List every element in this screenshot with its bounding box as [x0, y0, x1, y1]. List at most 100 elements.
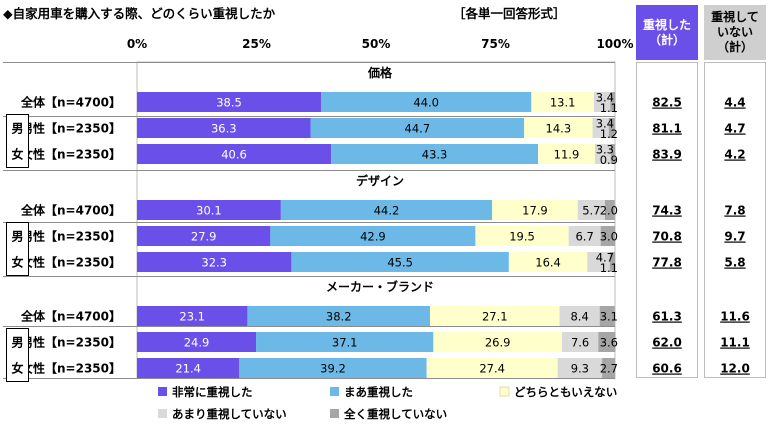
bar-segment: [568, 226, 601, 246]
bar-segment: [137, 200, 281, 220]
legend-swatch: [158, 409, 167, 418]
chart-title: ◆自家用車を購入する際、どのくらい重視したか: [3, 6, 276, 21]
legend-swatch: [330, 387, 339, 396]
important-total-value: 62.0: [652, 336, 682, 350]
data-label: 2.0: [600, 204, 618, 218]
data-label: 38.5: [216, 96, 242, 110]
important-total-value: 83.9: [652, 148, 682, 162]
row-label: 全体【n=4700】: [20, 203, 121, 218]
row-label: 女性【n=2350】: [21, 147, 121, 162]
gender-group-label: 男: [11, 230, 23, 244]
bar-segment: [270, 226, 476, 246]
bar-segment: [247, 306, 431, 326]
bar-segment: [559, 306, 600, 326]
not-important-total-value: 5.8: [724, 256, 745, 270]
row-label: 全体【n=4700】: [20, 309, 121, 324]
data-label: 44.0: [413, 96, 439, 110]
legend-label: まあ重視した: [344, 385, 413, 399]
bar-segment: [599, 306, 615, 326]
x-tick-label: 0%: [127, 37, 147, 51]
data-label: 7.6: [571, 336, 589, 350]
data-label: 27.4: [479, 362, 505, 376]
data-label: 16.4: [535, 256, 561, 270]
bar-segment: [492, 200, 578, 220]
bar-segment: [137, 306, 248, 326]
row-label: 女性【n=2350】: [21, 361, 121, 376]
important-total-value: 82.5: [652, 96, 682, 110]
data-label: 39.2: [320, 362, 346, 376]
bar-segment: [430, 306, 560, 326]
data-label: 19.5: [509, 230, 535, 244]
important-total-header: 重視した （計）: [636, 5, 698, 60]
legend-swatch: [499, 386, 510, 397]
bar-segment: [587, 252, 610, 272]
data-label: 44.7: [405, 122, 431, 136]
bar-segment: [331, 144, 539, 164]
data-label: 40.6: [221, 148, 247, 162]
gender-group-label: 男: [11, 336, 23, 350]
data-label: 3.0: [600, 230, 618, 244]
data-label: 30.1: [196, 204, 222, 218]
data-label: 3.6: [600, 336, 618, 350]
important-total-value: 77.8: [652, 256, 682, 270]
data-label: 14.3: [546, 122, 572, 136]
bar-segment: [137, 358, 240, 378]
data-label: 38.2: [326, 310, 352, 324]
row-label: 男性【n=2350】: [21, 335, 121, 350]
data-label: 0.9: [600, 153, 618, 167]
bar-segment: [604, 200, 615, 220]
gender-group-box: [6, 328, 29, 382]
data-label: 23.1: [179, 310, 205, 324]
important-total-value: 74.3: [652, 204, 682, 218]
data-label: 3.3: [596, 143, 614, 157]
gender-group-label: 女: [11, 361, 23, 376]
bar-segment: [602, 358, 615, 378]
not-important-total-value: 4.4: [724, 96, 745, 110]
data-label: 3.1: [600, 310, 618, 324]
data-label: 17.9: [522, 204, 548, 218]
not-important-total-value: 12.0: [720, 362, 750, 376]
bar-segment: [592, 118, 609, 138]
gender-group-label: 女: [11, 255, 23, 270]
bar-segment: [600, 226, 615, 246]
x-tick-label: 75%: [481, 37, 510, 51]
not-important-total-column: [704, 62, 766, 378]
data-label: 2.7: [600, 362, 618, 376]
data-label: 43.3: [422, 148, 448, 162]
bar-segment: [508, 252, 588, 272]
row-label: 全体【n=4700】: [20, 95, 121, 110]
bar-segment: [538, 144, 595, 164]
bar-segment: [561, 332, 599, 352]
bar-segment: [608, 118, 615, 138]
data-label: 44.2: [374, 204, 400, 218]
bar-segment: [137, 92, 322, 112]
data-label: 13.1: [550, 96, 576, 110]
data-label: 1.2: [600, 127, 618, 141]
data-label: 8.4: [570, 310, 588, 324]
data-label: 27.9: [191, 230, 217, 244]
not-important-total-value: 4.2: [724, 148, 745, 162]
bar-segment: [291, 252, 509, 272]
row-label: 女性【n=2350】: [21, 255, 121, 270]
data-label: 1.1: [600, 101, 618, 115]
data-label: 1.1: [600, 261, 618, 275]
gender-group-label: 男: [11, 122, 23, 136]
bar-segment: [531, 92, 594, 112]
bar-segment: [137, 226, 271, 246]
bar-segment: [598, 332, 616, 352]
bar-segment: [594, 144, 611, 164]
not-important-total-value: 7.8: [724, 204, 745, 218]
data-label: 6.7: [575, 230, 593, 244]
row-label: 男性【n=2350】: [21, 121, 121, 136]
not-important-total-value: 11.6: [720, 310, 750, 324]
bar-segment: [557, 358, 603, 378]
data-label: 24.9: [184, 336, 210, 350]
section-title: 価格: [367, 65, 393, 80]
data-label: 37.1: [332, 336, 358, 350]
important-total-column: [636, 62, 698, 378]
legend-label: 非常に重視した: [172, 385, 253, 399]
x-tick-label: 25%: [242, 37, 271, 51]
data-label: 26.9: [485, 336, 511, 350]
not-important-total-value: 11.1: [720, 336, 750, 350]
